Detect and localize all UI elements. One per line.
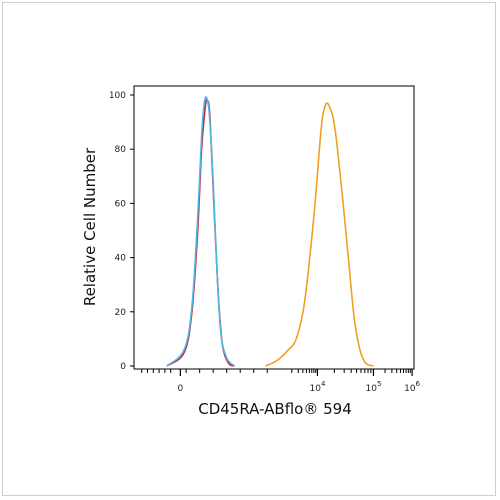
x-tick-base: 0 [177,384,183,394]
axes [133,85,415,370]
x-tick-label: 106 [404,380,420,394]
y-axis-ticks: 0 20 40 60 80 100 [109,91,134,372]
x-axis-ticks: 0 104 105 106 [141,369,421,394]
x-tick-exponent: 4 [321,380,326,388]
y-tick-label: 60 [115,199,127,209]
y-tick-label: 100 [109,91,126,101]
x-tick-base: 10 [404,384,416,394]
y-tick-label: 20 [115,308,127,318]
y-tick-label: 80 [115,145,127,155]
x-tick-base: 10 [309,384,321,394]
y-tick-label: 40 [115,254,127,264]
x-axis-title: CD45RA-ABflo® 594 [198,400,352,418]
x-tick-base: 10 [365,384,377,394]
x-tick-label: 105 [365,380,381,394]
x-tick-exponent: 5 [377,380,381,388]
y-tick-label: 0 [120,362,126,372]
plot-area [133,85,415,370]
x-tick-label: 0 [177,384,183,394]
x-tick-exponent: 6 [416,380,421,388]
histogram-series [166,96,374,367]
histogram-curve-1 [166,98,235,367]
x-tick-label: 104 [309,380,325,394]
y-axis-title: Relative Cell Number [81,147,99,306]
histogram-curve-2 [166,96,235,367]
histogram-curve-3 [264,102,374,367]
